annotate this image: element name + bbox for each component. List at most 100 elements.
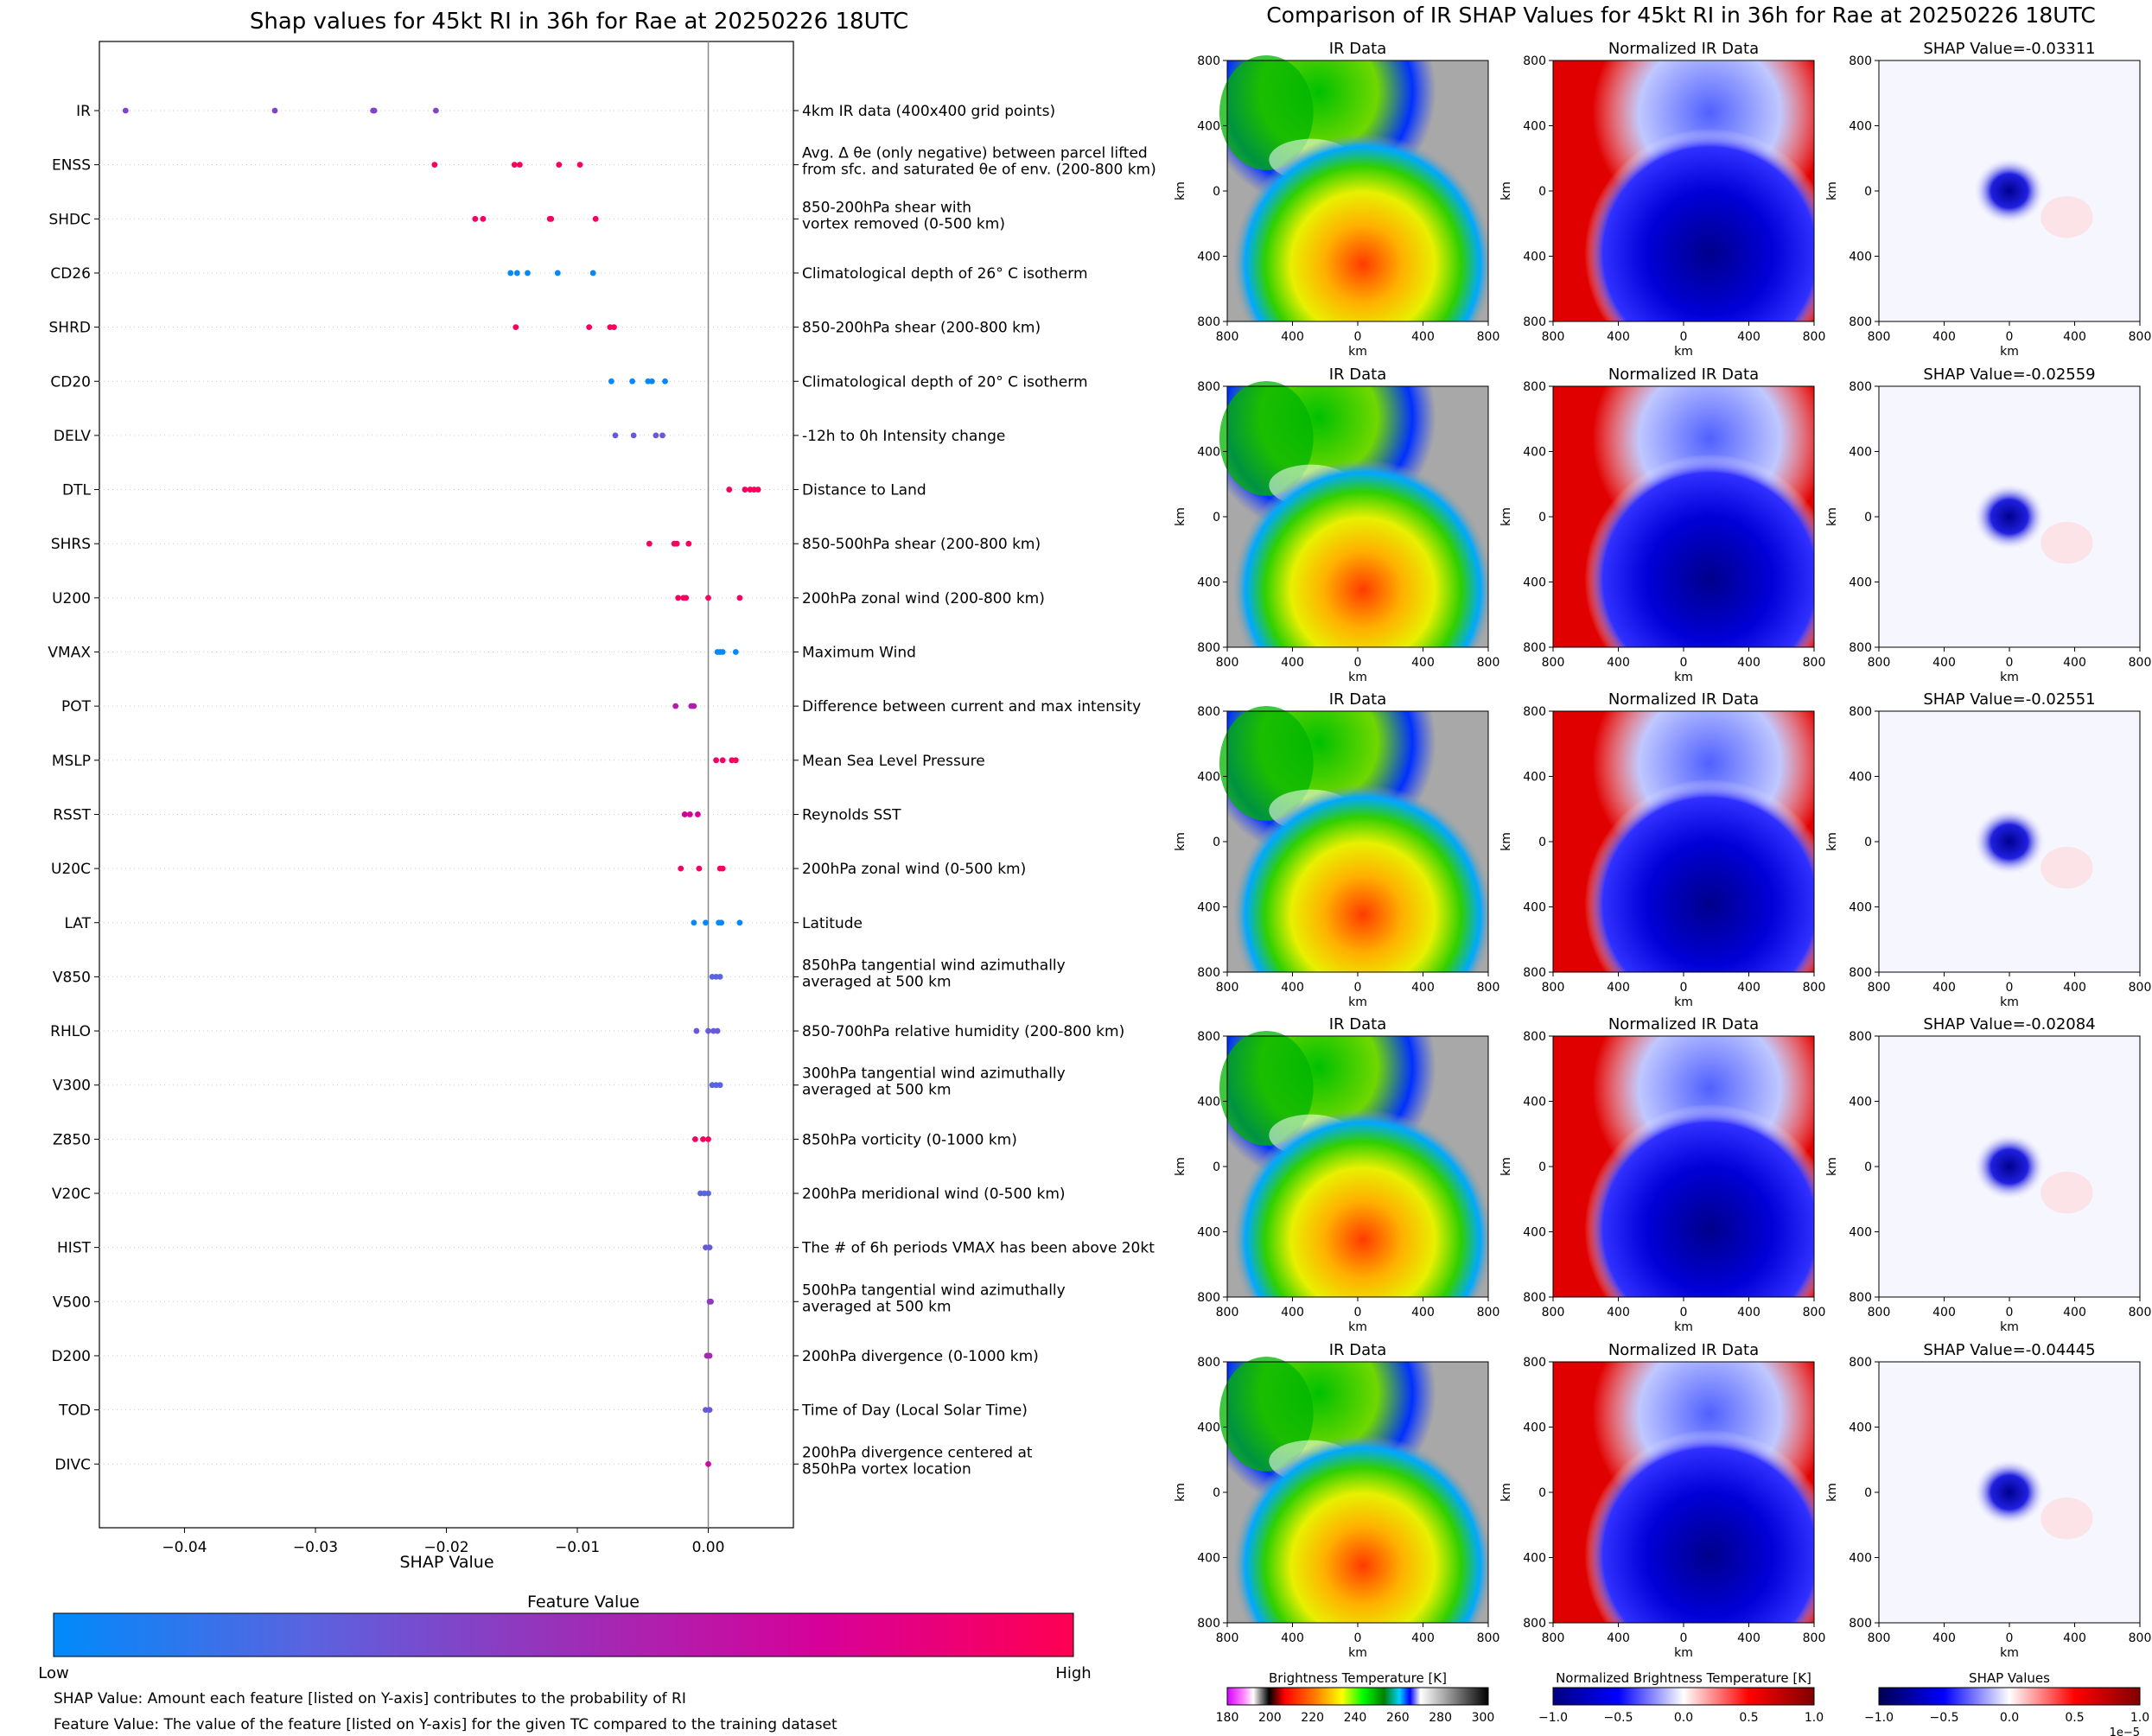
shap-point-u200 xyxy=(675,595,682,601)
shap-negative-core xyxy=(1972,1132,2047,1201)
y-tick-label: 800 xyxy=(1523,1617,1546,1631)
shap-point-delv xyxy=(653,432,659,439)
shap-negative-core xyxy=(1972,807,2047,876)
y-tick-label: 0 xyxy=(1538,511,1546,525)
y-tick-label: 400 xyxy=(1523,1552,1546,1566)
normalized-cold-core xyxy=(1553,1036,1814,1297)
normalized-cold-core xyxy=(1553,711,1814,972)
shap-point-u20c xyxy=(678,865,684,872)
y-tick-label: 400 xyxy=(1849,1096,1872,1110)
panel-title: Normalized IR Data xyxy=(1608,40,1759,58)
feature-description-delv: -12h to 0h Intensity change xyxy=(802,428,1005,445)
x-tick-label: 800 xyxy=(2129,981,2152,995)
shap-point-rhlo xyxy=(705,1027,711,1034)
x-tick-label: 0 xyxy=(1354,330,1362,344)
x-tick-label: 400 xyxy=(1932,981,1956,995)
normalized-ir-panel: Normalized IR Data8008004004000040040080… xyxy=(1499,40,1825,359)
panel-frame xyxy=(1878,1361,2141,1624)
x-tick-label: 0 xyxy=(1354,1306,1362,1319)
x-tick-label: 800 xyxy=(2129,1306,2152,1319)
feature-description-dtl: Distance to Land xyxy=(802,482,926,499)
feature-name-tod: TOD xyxy=(58,1402,91,1420)
y-axis-label: km xyxy=(1499,1483,1513,1502)
normalized-ir-panel: Normalized IR Data8008004004000040040080… xyxy=(1499,1015,1825,1334)
x-tick-label: 0 xyxy=(1354,656,1362,670)
y-tick-label: 800 xyxy=(1849,54,1872,68)
feature-name-divc: DIVC xyxy=(54,1456,91,1473)
x-axis-label: km xyxy=(2000,1646,2019,1660)
x-tick-label: 800 xyxy=(1542,1306,1565,1319)
y-tick-label: 0 xyxy=(1213,185,1220,199)
y-tick-label: 800 xyxy=(1849,380,1872,394)
shap-negative-core xyxy=(1972,156,2047,226)
x-tick-label: 800 xyxy=(1477,1306,1500,1319)
x-tick-label: 400 xyxy=(2063,1631,2086,1645)
y-tick-label: 0 xyxy=(1538,185,1546,199)
shap-point-rsst xyxy=(681,811,688,817)
colorbar-tick-label: −1.0 xyxy=(1864,1711,1894,1725)
x-axis-label: km xyxy=(1674,671,1693,684)
panel-title: IR Data xyxy=(1329,690,1387,709)
shap-point-shdc xyxy=(592,215,599,222)
panel-title: IR Data xyxy=(1329,40,1387,58)
y-axis-label: km xyxy=(1174,181,1187,200)
x-tick-label: 400 xyxy=(2063,981,2086,995)
panel-frame xyxy=(1226,385,1489,648)
x-tick-label: 400 xyxy=(1932,1306,1956,1319)
x-tick-label: 0 xyxy=(1680,330,1688,344)
feature-name-pot: POT xyxy=(61,698,92,715)
feature-name-rhlo: RHLO xyxy=(50,1023,91,1040)
x-tick-label: 0 xyxy=(1354,1631,1362,1645)
shap-point-u200 xyxy=(705,595,711,601)
shap-point-u20c xyxy=(696,865,703,872)
shap-point-v20c xyxy=(705,1190,711,1197)
feature-description-shrd: 850-200hPa shear (200-800 km) xyxy=(802,320,1041,337)
x-axis-label: km xyxy=(1348,1320,1367,1334)
ir-warm-region xyxy=(1227,1036,1488,1297)
x-tick-label: 800 xyxy=(1868,330,1891,344)
y-tick-label: 400 xyxy=(1197,1552,1220,1566)
y-axis-label: km xyxy=(1499,1157,1513,1176)
shap-point-mslp xyxy=(732,757,739,764)
x-tick-label: 800 xyxy=(1542,656,1565,670)
y-axis-label: km xyxy=(1499,181,1513,200)
y-tick-label: 0 xyxy=(1538,836,1546,849)
x-axis-label: km xyxy=(1674,995,1693,1009)
y-tick-label: 400 xyxy=(1197,1421,1220,1435)
x-tick-label: 800 xyxy=(1542,981,1565,995)
x-tick-label: 800 xyxy=(1868,981,1891,995)
colorbar-title: Brightness Temperature [K] xyxy=(1269,1670,1447,1686)
shap-point-shdc xyxy=(472,215,479,222)
y-tick-label: 0 xyxy=(1213,1486,1220,1500)
feature-description-rsst: Reynolds SST xyxy=(802,806,901,823)
normalized-ir-panel: Normalized IR Data8008004004000040040080… xyxy=(1499,366,1825,684)
y-tick-label: 800 xyxy=(1849,1291,1872,1305)
feature-description-divc: 850hPa vortex location xyxy=(802,1460,971,1478)
feature-value-colorbar xyxy=(53,1612,1074,1657)
x-tick-label: −0.04 xyxy=(162,1539,207,1556)
y-axis-label: km xyxy=(1174,1157,1187,1176)
y-tick-label: 800 xyxy=(1197,380,1220,394)
panel-frame xyxy=(1878,385,2141,648)
x-tick-label: 400 xyxy=(1737,656,1760,670)
shap-point-shdc xyxy=(548,215,555,222)
y-tick-label: 400 xyxy=(1523,446,1546,460)
shap-positive-patch xyxy=(2041,196,2093,238)
x-tick-label: 400 xyxy=(1607,1631,1630,1645)
x-axis-label: km xyxy=(1348,345,1367,359)
shap-point-mslp xyxy=(713,757,720,764)
shap-point-z850 xyxy=(691,1135,698,1142)
y-tick-label: 400 xyxy=(1849,446,1872,460)
feature-name-dtl: DTL xyxy=(62,482,91,499)
panel-title: SHAP Value=-0.03311 xyxy=(1923,40,2095,58)
shap-positive-patch xyxy=(2041,1172,2093,1214)
x-tick-label: 800 xyxy=(2129,656,2152,670)
feature-description-cd26: Climatological depth of 26° C isotherm xyxy=(802,265,1088,283)
x-tick-label: 400 xyxy=(1607,1306,1630,1319)
shap-point-rhlo xyxy=(693,1027,700,1034)
y-tick-label: 800 xyxy=(1523,1291,1546,1305)
colorbar-1: Normalized Brightness Temperature [K] −1.… xyxy=(1538,1670,1824,1725)
feature-description-divc: 200hPa divergence centered at xyxy=(802,1444,1033,1461)
colorbar-tick-label: 1.0 xyxy=(1805,1711,1824,1725)
shap-point-dtl xyxy=(726,486,733,493)
